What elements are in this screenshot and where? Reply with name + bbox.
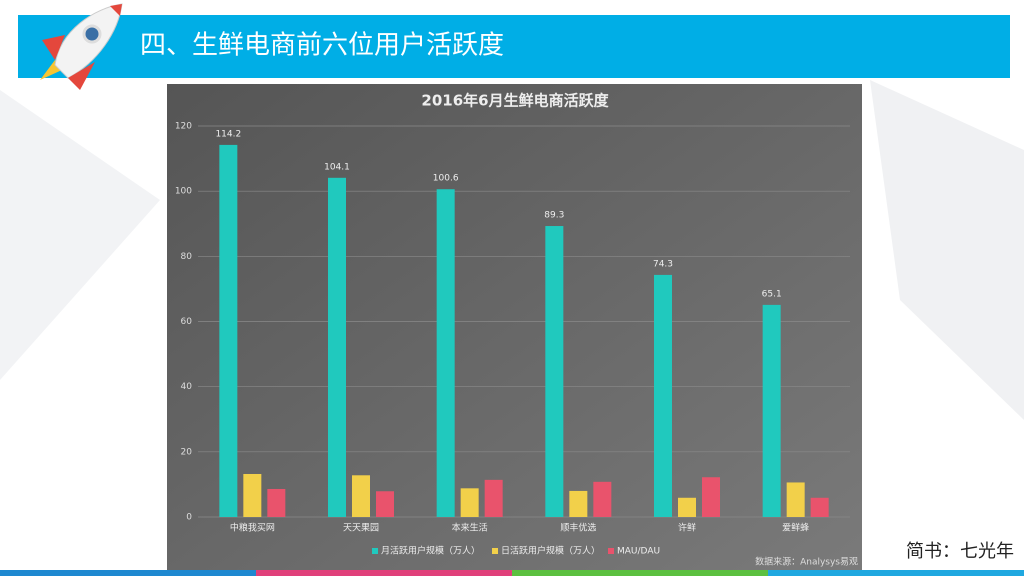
x-tick-label: 天天果园 — [343, 523, 379, 534]
bar — [376, 491, 394, 517]
legend-swatch — [492, 548, 498, 554]
legend-label: 月活跃用户规模（万人） — [381, 545, 480, 557]
y-tick-label: 120 — [175, 122, 192, 132]
bar — [593, 481, 612, 517]
x-tick-label: 中粮我买网 — [230, 522, 275, 534]
bar — [243, 473, 262, 517]
bar — [436, 189, 455, 517]
bar — [545, 226, 564, 518]
data-label: 65.1 — [762, 289, 782, 299]
legend-label: MAU/DAU — [617, 547, 660, 557]
x-tick-label: 爱鲜蜂 — [782, 522, 809, 534]
credit: 简书：七光年 — [906, 541, 1014, 562]
data-label: 100.6 — [433, 174, 459, 184]
y-tick-label: 0 — [186, 513, 192, 523]
data-label: 104.1 — [324, 162, 350, 172]
bar — [786, 482, 805, 517]
y-tick-label: 80 — [181, 252, 193, 262]
legend-swatch — [608, 548, 614, 554]
bar — [484, 479, 503, 517]
bar — [702, 477, 720, 517]
bg-shape — [870, 80, 1024, 420]
y-tick-label: 60 — [181, 317, 193, 327]
data-label: 74.3 — [653, 259, 673, 269]
chart-title: 2016年6月生鲜电商活跃度 — [421, 92, 609, 110]
strip — [768, 570, 1024, 576]
y-tick-label: 40 — [181, 382, 193, 392]
y-tick-label: 100 — [175, 187, 192, 197]
rocket-icon — [40, 3, 123, 90]
x-tick-label: 许鲜 — [678, 522, 696, 534]
x-tick-label: 本来生活 — [452, 522, 488, 534]
slide-title: 四、生鲜电商前六位用户活跃度 — [140, 31, 504, 61]
data-label: 89.3 — [544, 211, 564, 221]
strip — [512, 570, 768, 576]
bar — [352, 475, 370, 517]
bar — [328, 177, 346, 517]
bar — [810, 497, 829, 517]
legend-swatch — [372, 548, 378, 554]
source-note: 数据来源：Analysys易观 — [755, 556, 858, 568]
bar — [762, 304, 781, 517]
strip — [256, 570, 512, 576]
bar — [654, 274, 672, 517]
y-tick-label: 20 — [181, 447, 193, 457]
header-bar — [18, 15, 1010, 78]
x-tick-label: 顺丰优选 — [560, 522, 596, 534]
bg-shape — [0, 90, 160, 380]
bar — [678, 497, 696, 517]
bar — [267, 488, 286, 517]
data-label: 114.2 — [215, 129, 241, 139]
bar — [569, 490, 588, 517]
strip — [0, 570, 256, 576]
legend-label: 日活跃用户规模（万人） — [501, 545, 600, 557]
bar — [219, 144, 238, 518]
bar — [460, 488, 479, 517]
